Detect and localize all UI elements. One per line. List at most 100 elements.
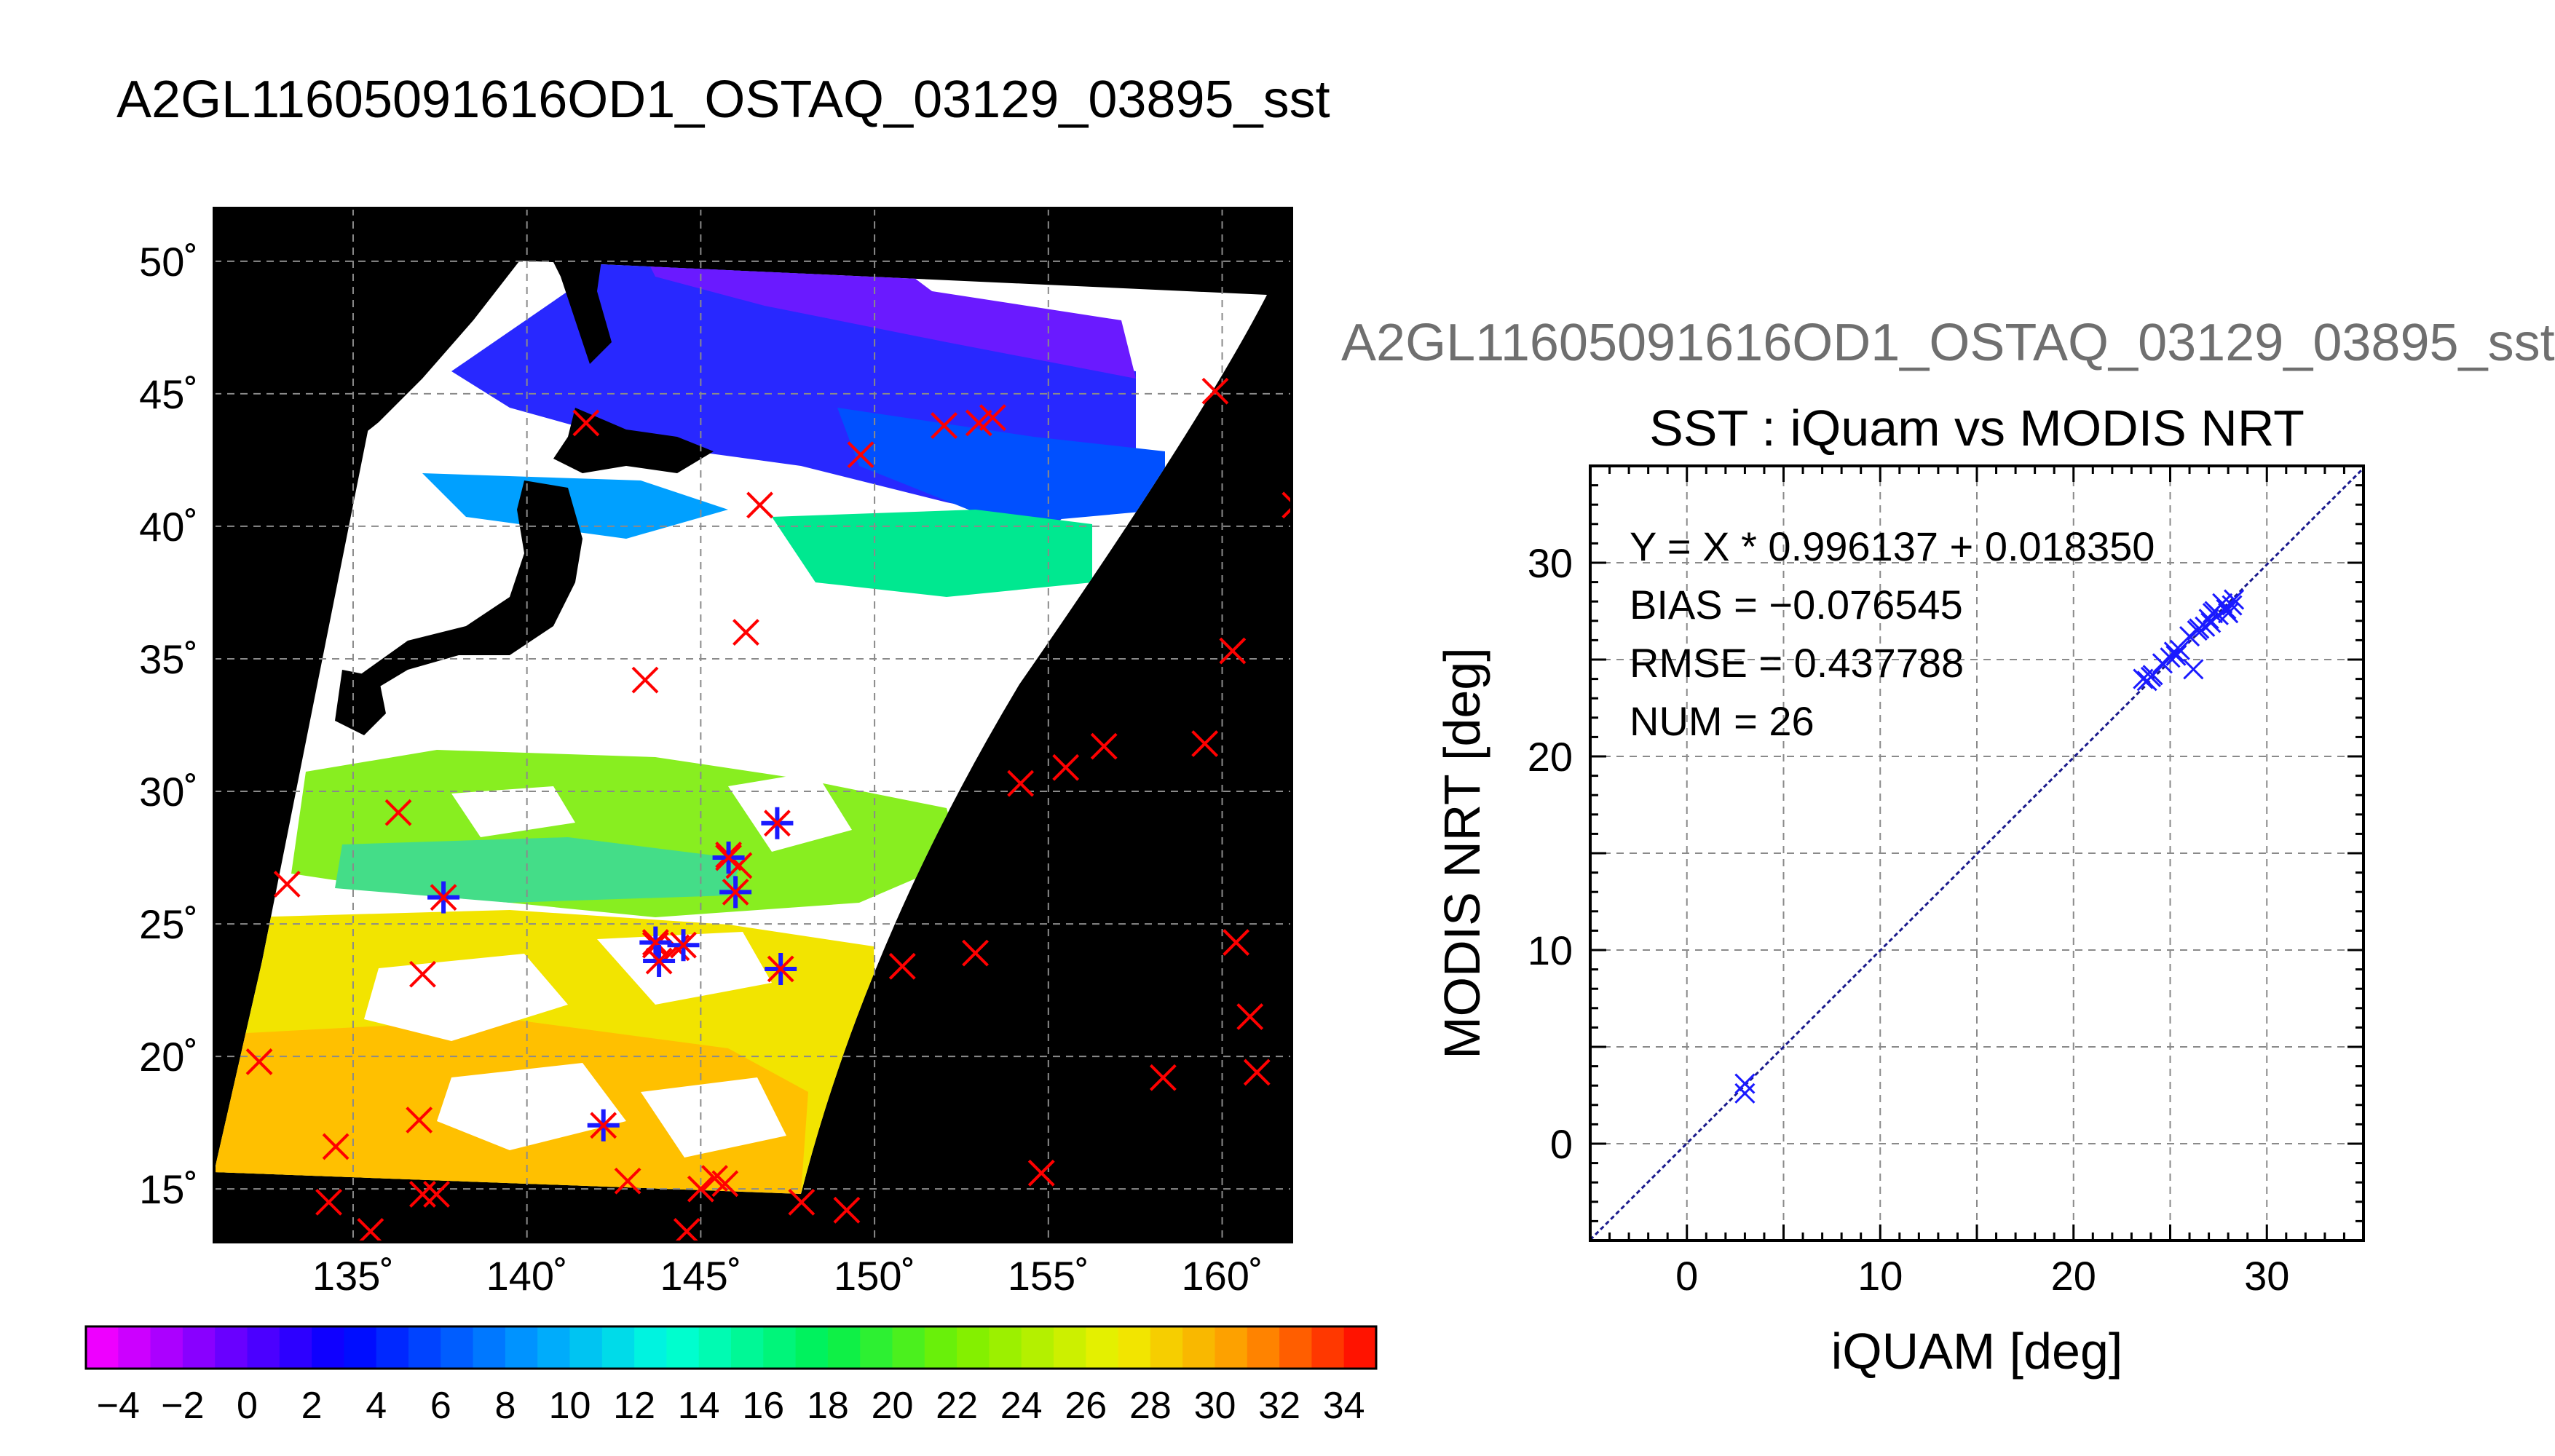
iquam-marker (1149, 1064, 1177, 1091)
scatter-x-tick-label: 10 (1857, 1253, 1903, 1299)
iquam-marker (687, 1175, 714, 1203)
iquam-marker (833, 1196, 861, 1224)
iquam-marker (572, 409, 600, 437)
colorbar-label: 18 (807, 1385, 849, 1427)
map-lat-label: 20˚ (139, 1034, 198, 1080)
iquam-marker (273, 871, 301, 898)
iquam-marker (409, 960, 436, 988)
colorbar-segment (312, 1326, 344, 1369)
colorbar-segment (1215, 1326, 1248, 1369)
scatter-point (2183, 659, 2204, 680)
matchup-marker-cross (715, 844, 742, 871)
matchup-marker (427, 881, 460, 914)
colorbar-labels: −4 −2 0 2 4 6 8 10 12 14 16 18 20 22 24 26 28 30 32 34 (97, 1385, 1365, 1427)
colorbar-segment (1054, 1326, 1086, 1369)
scatter-stats-bias: BIAS = −0.076545 (1630, 582, 1963, 628)
matchup-marker (765, 952, 797, 985)
colorbar-label: 24 (1000, 1385, 1043, 1427)
colorbar-segment (118, 1326, 151, 1369)
iquam-marker (1191, 730, 1219, 757)
colorbar-label: 6 (430, 1385, 451, 1427)
colorbar-label: 28 (1129, 1385, 1172, 1427)
iquam-marker (673, 1218, 700, 1242)
colorbar-frame (84, 1325, 1378, 1370)
iquam-marker (357, 1218, 384, 1242)
colorbar-segment (408, 1326, 441, 1369)
colorbar-segment (247, 1326, 280, 1369)
land-honshu (357, 480, 583, 692)
land-sakhalin (546, 211, 612, 364)
colorbar-segment (1086, 1326, 1119, 1369)
matchup-marker-cross (645, 947, 673, 975)
colorbar-segment (1118, 1326, 1151, 1369)
colorbar-segment (860, 1326, 893, 1369)
scatter-point (1734, 1073, 1756, 1094)
scatter-point (2142, 665, 2163, 686)
colorbar-segment (924, 1326, 957, 1369)
matchup-marker-cross (767, 955, 794, 983)
scatter-stats-num: NUM = 26 (1630, 698, 1814, 744)
map-lat-label: 15˚ (139, 1166, 198, 1212)
iquam-marker (1201, 377, 1229, 405)
map-lat-label: 25˚ (139, 901, 198, 947)
cloud-patch (641, 1077, 786, 1158)
colorbar-segment (215, 1326, 248, 1369)
scatter-points (1734, 589, 2245, 1104)
colorbar-label: −2 (161, 1385, 204, 1427)
colorbar-segment (989, 1326, 1022, 1369)
colorbar-segment (827, 1326, 861, 1369)
iquam-marker (788, 1188, 816, 1216)
colorbar-label: 32 (1258, 1385, 1300, 1427)
iquam-marker (711, 1170, 739, 1198)
colorbar-segment (441, 1326, 474, 1369)
sst-region-kuril (837, 408, 1165, 524)
matchup-marker (712, 842, 745, 874)
map-lon-label: 145˚ (660, 1253, 741, 1299)
map-lon-label: 135˚ (312, 1253, 394, 1299)
colorbar-label: 30 (1194, 1385, 1236, 1427)
map-gridlines (214, 208, 1292, 1242)
map-lat-label: 45˚ (139, 371, 198, 417)
colorbar-label: 2 (301, 1385, 323, 1427)
iquam-marker (962, 939, 989, 967)
matchup-marker (761, 807, 794, 839)
colorbar-segment (763, 1326, 797, 1369)
scatter-point (2169, 639, 2190, 660)
iquam-marker (1090, 732, 1118, 760)
iquam-marker (965, 409, 992, 437)
iquam-marker (423, 1181, 450, 1208)
scatter-y-tick-label: 10 (1528, 927, 1573, 973)
colorbar-segment (795, 1326, 829, 1369)
scatter-stats-rmse: RMSE = 0.437788 (1630, 640, 1964, 686)
colorbar-segment (634, 1326, 667, 1369)
iquam-marker (1007, 769, 1035, 797)
colorbar-label: 8 (494, 1385, 516, 1427)
colorbar-label: 12 (613, 1385, 655, 1427)
iquam-marker (1282, 491, 1292, 519)
colorbar-segment (601, 1326, 635, 1369)
scatter-point (2189, 618, 2210, 639)
colorbar-label: 26 (1065, 1385, 1107, 1427)
matchup-marker (667, 929, 700, 962)
iquam-marker (245, 1048, 273, 1075)
sst-region-kuroshio-ext (772, 510, 1092, 597)
iquam-marker (746, 491, 773, 519)
colorbar-segment (279, 1326, 312, 1369)
map-lon-labels: 135˚ 140˚ 145˚ 150˚ 155˚ 160˚ (312, 1253, 1263, 1299)
iquam-marker (1236, 1003, 1264, 1030)
colorbar-label: 22 (936, 1385, 978, 1427)
iquam-marker (614, 1167, 641, 1195)
iquam-marker (1243, 1059, 1271, 1086)
land-hokkaido (553, 408, 714, 473)
scatter-y-tick-labels: 0 10 20 30 (1528, 540, 1573, 1167)
colorbar-segment (1311, 1326, 1345, 1369)
scatter-frame (1589, 464, 2365, 1242)
sst-region-subtropic-cyan (335, 837, 743, 903)
scatter-file-title: A2GL11605091616OD1_OSTAQ_03129_03895_sst (1341, 314, 2555, 372)
iquam-marker (979, 404, 1006, 432)
colorbar-segment (698, 1326, 732, 1369)
iquam-marker (322, 1133, 350, 1160)
colorbar-label: 10 (549, 1385, 591, 1427)
map-frame (213, 207, 1293, 1243)
land-asia (214, 208, 539, 553)
